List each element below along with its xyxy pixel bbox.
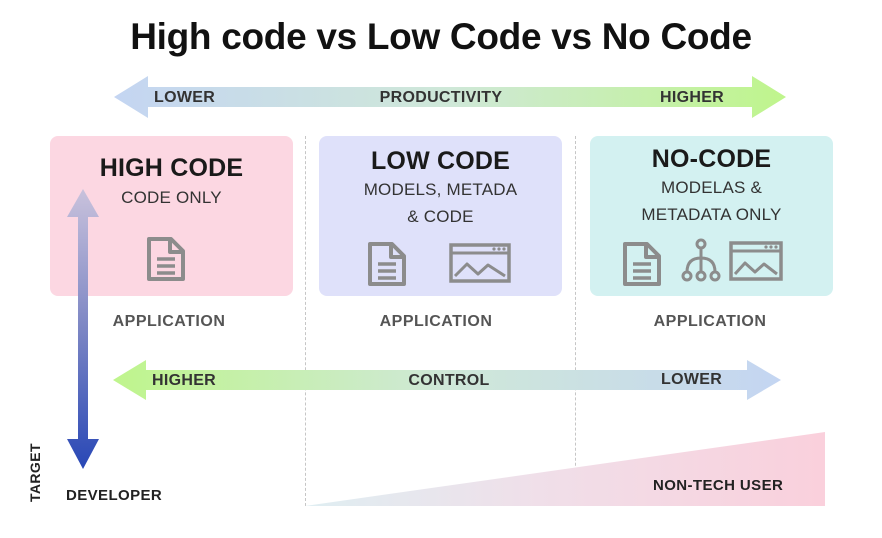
card-subtitle: MODELS, METADA & CODE (319, 176, 562, 230)
control-arrow (113, 360, 781, 400)
card-subtitle-line: MODELS, METADA (363, 180, 518, 199)
card-subtitle-line: & CODE (407, 207, 474, 226)
card-subtitle-line: CODE ONLY (121, 188, 222, 207)
productivity-lower-label: LOWER (154, 89, 216, 106)
low-code-card: LOW CODE MODELS, METADA & CODE (319, 136, 562, 296)
card-subtitle-line: MODELAS & (661, 178, 762, 197)
column-divider-1 (305, 136, 306, 506)
no-code-application-label: APPLICATION (653, 313, 767, 330)
low-code-application-label: APPLICATION (379, 313, 493, 330)
high-code-application-label: APPLICATION (112, 313, 226, 330)
developer-label: DEVELOPER (66, 487, 163, 504)
target-arrow (67, 189, 99, 469)
card-subtitle: CODE ONLY (50, 184, 293, 211)
card-subtitle: MODELAS & METADATA ONLY (590, 174, 833, 228)
no-code-card: NO-CODE MODELAS & METADATA ONLY (590, 136, 833, 296)
non-tech-user-label: NON-TECH USER (653, 477, 784, 494)
control-higher-label: HIGHER (152, 372, 217, 389)
productivity-arrow (114, 76, 786, 118)
hierarchy-icon (681, 238, 721, 282)
card-title: HIGH CODE (99, 154, 244, 182)
page-title: High code vs Low Code vs No Code (130, 16, 752, 57)
image-icon (449, 243, 511, 283)
target-label: TARGET (27, 443, 43, 502)
card-subtitle-line: METADATA ONLY (641, 205, 782, 224)
document-icon (147, 237, 185, 281)
column-divider-2 (575, 136, 576, 506)
card-title: NO-CODE (651, 145, 772, 173)
non-tech-user-ramp (305, 432, 825, 506)
high-code-card: HIGH CODE CODE ONLY (50, 136, 293, 296)
productivity-higher-label: HIGHER (660, 89, 725, 106)
control-label: CONTROL (408, 372, 490, 389)
document-icon (368, 242, 406, 286)
card-title: LOW CODE (370, 147, 511, 175)
image-icon (729, 241, 783, 281)
control-lower-label: LOWER (661, 371, 723, 388)
document-icon (623, 242, 661, 286)
productivity-label: PRODUCTIVITY (379, 89, 503, 106)
